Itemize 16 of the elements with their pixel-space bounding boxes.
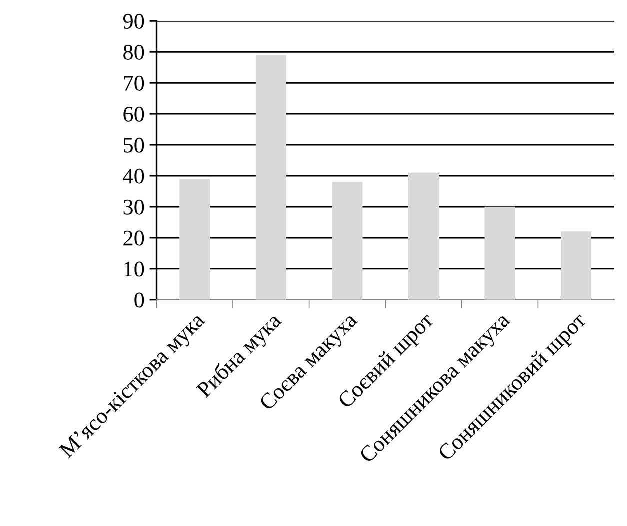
- y-tick-label: 80: [124, 44, 144, 60]
- y-tick-label: 0: [134, 292, 144, 308]
- bar: [484, 206, 516, 300]
- y-tick-label: 40: [123, 168, 144, 184]
- y-tick-label: 70: [124, 76, 144, 91]
- y-tick-label: 10: [124, 262, 144, 277]
- y-tick-label: 30: [124, 200, 144, 215]
- y-tick-label: 60: [124, 106, 144, 122]
- bar: [256, 55, 286, 300]
- y-tick-label: 50: [124, 138, 144, 153]
- bar: [408, 172, 440, 300]
- bar: [561, 232, 592, 300]
- bar: [332, 182, 363, 300]
- y-tick-label: 90: [123, 14, 144, 29]
- bar: [180, 179, 210, 300]
- y-tick-label: 20: [124, 230, 144, 246]
